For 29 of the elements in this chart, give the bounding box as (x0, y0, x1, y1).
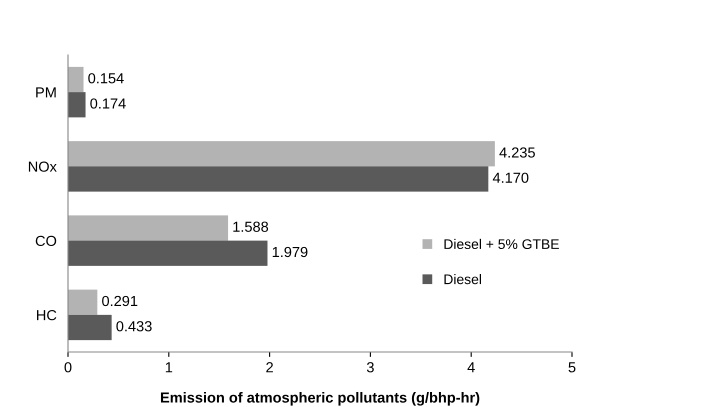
x-tick-label: 2 (266, 362, 273, 372)
data-label: 0.174 (90, 98, 126, 109)
bar (68, 240, 268, 266)
data-label: 0.291 (102, 296, 138, 306)
data-label: 0.154 (88, 73, 124, 84)
bar (68, 215, 228, 241)
data-label: 4.235 (499, 147, 535, 158)
x-tick-label: 4 (467, 362, 475, 372)
y-tick-label: PM (36, 87, 56, 98)
data-label: 1.588 (233, 222, 268, 232)
x-tick-label: 0 (64, 362, 72, 372)
y-tick-label: HC (37, 310, 56, 320)
x-tick-label: 1 (166, 362, 172, 372)
y-tick-label: CO (36, 236, 56, 246)
data-label: 1.979 (272, 246, 308, 258)
legend-label: Diesel (444, 274, 481, 284)
bar (68, 141, 495, 166)
x-tick-label: 3 (366, 362, 374, 372)
bar (68, 314, 112, 340)
data-label: 0.433 (116, 321, 152, 332)
x-tick-label: 5 (568, 362, 576, 372)
data-label: 4.170 (492, 172, 528, 183)
y-tick-label: NOx (28, 161, 57, 172)
x-axis-title: Emission of atmospheric pollutants (g/bhp-hr) (160, 392, 480, 406)
bar (68, 290, 98, 315)
bar (68, 66, 84, 92)
bar (68, 166, 488, 192)
bar (68, 92, 86, 118)
legend-label: Diesel + 5% GTBE (444, 238, 559, 250)
